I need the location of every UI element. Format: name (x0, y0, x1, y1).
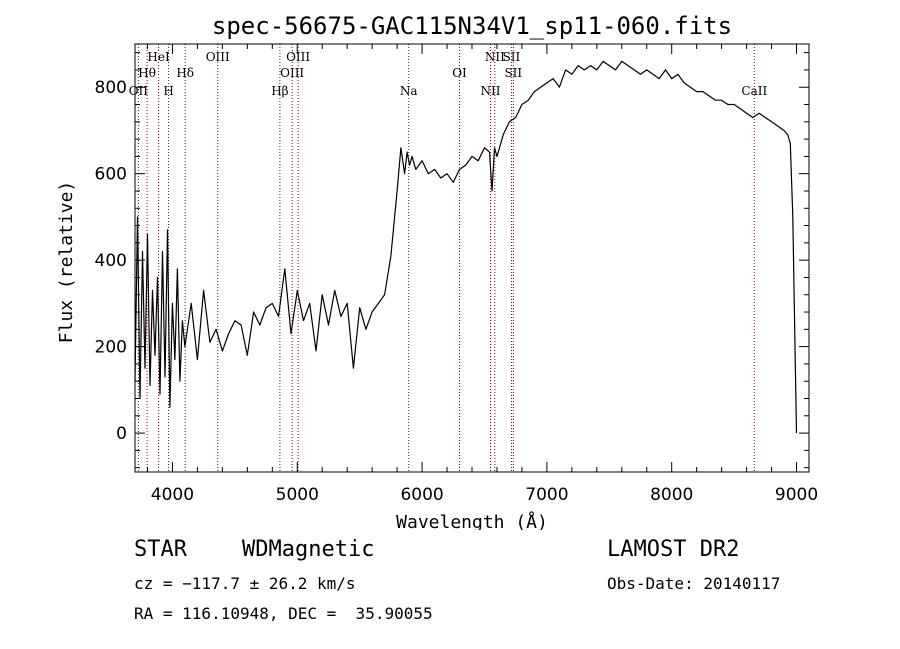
line-label-14: SII (504, 66, 522, 80)
axis-ticks: 4000 5000 6000 7000 8000 9000 0 200 400 600 800 (95, 44, 818, 505)
line-label-0: OII (129, 84, 149, 98)
y-tick-label: 400 (95, 251, 127, 271)
line-label-13: SII (503, 50, 521, 64)
y-tick-label: 200 (95, 338, 127, 358)
x-tick-label: 6000 (400, 485, 443, 505)
spectral-line-markers: OIIHθHeIHHδOIIIHβOIIIOIIINaOINIINIISIISI… (129, 44, 767, 472)
line-label-9: Na (400, 84, 418, 98)
x-axis-label: Wavelength (Å) (396, 511, 548, 530)
line-label-4: Hδ (176, 66, 194, 80)
spectrum-line (134, 60, 798, 434)
line-label-15: CaII (741, 84, 767, 98)
line-label-5: OIII (206, 50, 230, 64)
line-label-7: OIII (280, 66, 304, 80)
object-subclass: WDMagnetic (242, 537, 375, 562)
survey-name: LAMOST DR2 (607, 537, 740, 562)
line-label-10: OI (452, 66, 467, 80)
redshift-velocity: cz = −117.7 ± 26.2 km/s (134, 574, 356, 593)
x-tick-label: 8000 (650, 485, 693, 505)
coordinates: RA = 116.10948, DEC = 35.90055 (134, 604, 433, 623)
line-label-3: H (163, 84, 173, 98)
y-tick-label: 800 (95, 78, 127, 98)
x-tick-label: 7000 (525, 485, 568, 505)
x-tick-label: 5000 (276, 485, 319, 505)
line-label-11: NII (480, 84, 500, 98)
line-label-8: OIII (286, 50, 310, 64)
line-label-12: NII (485, 50, 505, 64)
line-label-1: Hθ (138, 66, 156, 80)
object-class: STAR (134, 537, 187, 562)
chart-title: spec-56675-GAC115N34V1_sp11-060.fits (212, 12, 732, 40)
spectrum-chart: spec-56675-GAC115N34V1_sp11-060.fits OII… (56, 12, 818, 530)
observation-date: Obs-Date: 20140117 (607, 574, 781, 593)
line-label-2: HeI (147, 50, 170, 64)
y-tick-label: 600 (95, 165, 127, 185)
y-tick-label: 0 (116, 424, 127, 444)
spectrum-series (134, 60, 798, 434)
y-axis-label: Flux (relative) (56, 181, 77, 344)
line-label-6: Hβ (271, 84, 288, 98)
plot-frame (134, 43, 810, 473)
x-tick-label: 9000 (775, 485, 818, 505)
x-tick-label: 4000 (151, 485, 194, 505)
